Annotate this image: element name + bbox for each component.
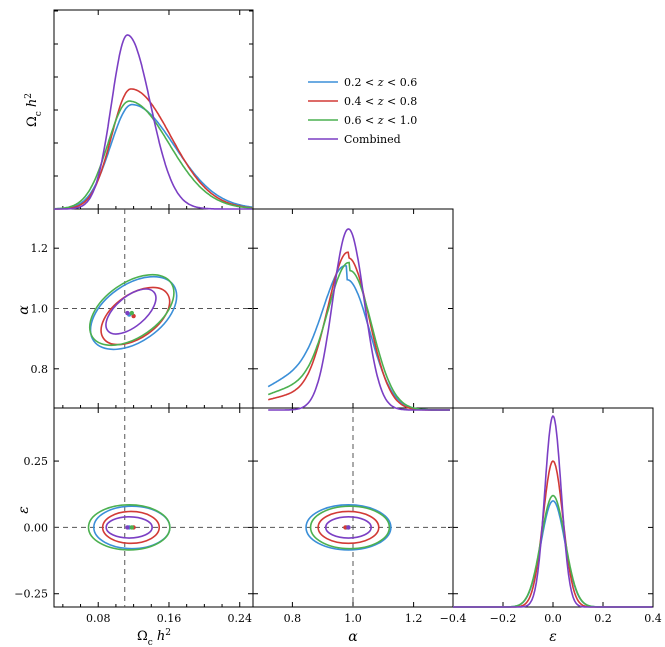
contour-eps-alpha-1: [317, 510, 380, 545]
alpha-ytick-label: 0.8: [31, 363, 49, 376]
eps-xtick-label: 0.2: [594, 612, 612, 625]
best-fit-eps-alpha-1: [343, 525, 348, 530]
alpha-y-label: α: [16, 305, 32, 315]
contour-eps-alpha-0: [305, 504, 392, 551]
eps-ytick-label: −0.25: [14, 588, 48, 601]
alpha-hist-curve-1: [268, 251, 450, 411]
panel-omega-hist: [53, 9, 254, 210]
contour-eps-omega-2: [87, 504, 171, 551]
best-fit-eps-omega-3: [125, 525, 130, 530]
omega-tick-label: 0.16: [157, 612, 182, 625]
legend-label-1: 0.4 < z < 0.8: [344, 95, 417, 108]
contour-eps-omega-1: [101, 510, 161, 545]
eps-hist-curve-3: [453, 415, 653, 608]
eps-ytick-label: 0.25: [24, 455, 49, 468]
omega-hist-curve-1: [53, 88, 253, 210]
omega-hist-curve-3: [54, 34, 253, 210]
alpha-hist-curve-2: [267, 261, 450, 411]
alpha-xtick-label: 1.0: [344, 612, 362, 625]
legend-label-3: Combined: [344, 133, 401, 146]
best-fit-eps-omega-2: [129, 525, 135, 530]
alpha-ytick-label: 1.2: [31, 242, 49, 255]
contour-alpha-omega-2: [88, 273, 175, 347]
omega-tick-label: 0.24: [227, 612, 252, 625]
legend-label-2: 0.6 < z < 1.0: [344, 114, 417, 127]
contour-alpha-omega-3: [105, 288, 157, 335]
eps-x-label: ε: [549, 629, 557, 645]
eps-hist-curve-2: [453, 494, 653, 608]
panel-eps-vs-omega: [53, 407, 254, 608]
legend-label-0: 0.2 < z < 0.6: [344, 76, 417, 89]
omega-tick-label: 0.08: [86, 612, 111, 625]
alpha-x-label: α: [348, 629, 358, 645]
panel-eps-hist: [452, 407, 654, 608]
eps-xtick-label: −0.2: [490, 612, 517, 625]
alpha-hist-curve-3: [268, 228, 450, 411]
alpha-xtick-label: −0.4: [440, 612, 467, 625]
alpha-ytick-label: 1.0: [31, 303, 49, 316]
alpha-xtick-label: 1.2: [405, 612, 423, 625]
best-fit-alpha-omega-3: [125, 310, 130, 316]
best-fit-eps-alpha-3: [346, 525, 351, 530]
contour-eps-alpha-3: [324, 515, 372, 539]
eps-xtick-label: 0.4: [644, 612, 662, 625]
omega-x-label: Ωc h2: [137, 628, 171, 647]
omega-y-label: Ωc h2: [24, 93, 44, 127]
eps-y-label: ε: [16, 506, 32, 514]
alpha-xtick-label: 0.8: [284, 612, 302, 625]
eps-ytick-label: 0.00: [24, 521, 49, 534]
eps-hist-curve-0: [453, 500, 653, 608]
eps-xtick-label: 0.0: [544, 612, 562, 625]
contour-eps-alpha-2: [309, 505, 391, 550]
alpha-hist-curve-0: [267, 265, 450, 411]
contour-alpha-omega-0: [89, 275, 178, 351]
best-fit-alpha-omega-2: [129, 310, 135, 316]
contour-eps-omega-3: [105, 515, 153, 539]
eps-hist-curve-1: [453, 460, 653, 608]
